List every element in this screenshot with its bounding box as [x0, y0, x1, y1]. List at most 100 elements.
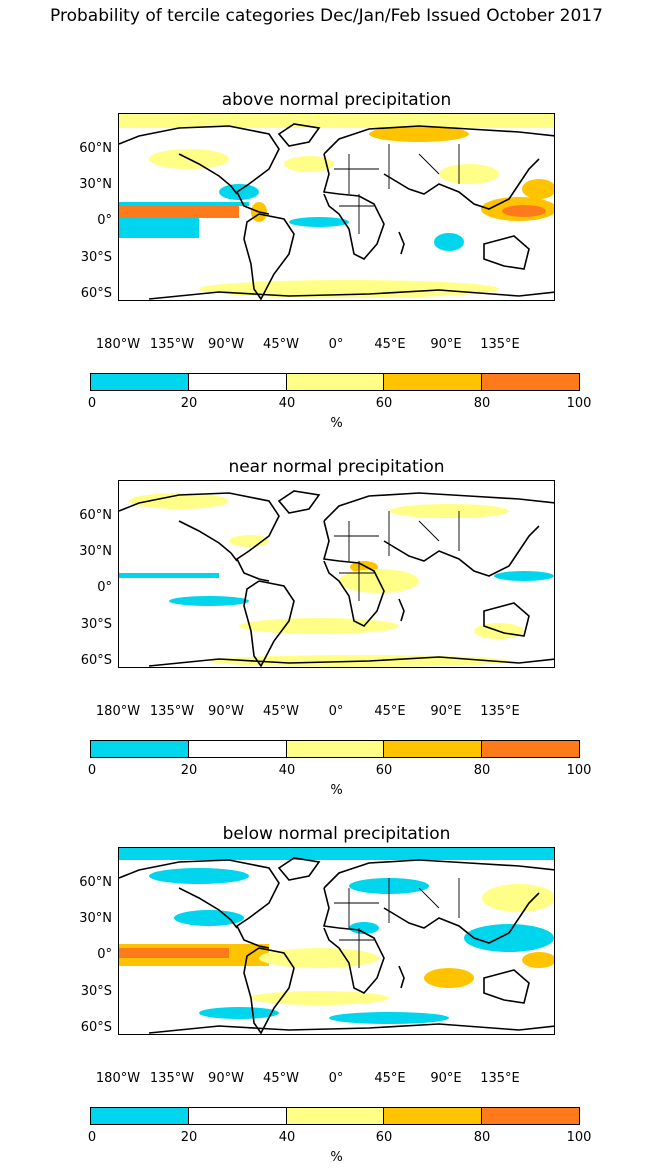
colorbar-bin	[187, 374, 286, 390]
lon-axis: 180°W 135°W 90°W 45°W 0° 45°E 90°E 135°E	[0, 337, 653, 353]
colorbar-tick: 100	[566, 763, 592, 778]
colorbar-ticks: 0 20 40 60 80 100	[0, 1130, 653, 1146]
lon-tick: 45°E	[374, 1071, 406, 1086]
lon-tick: 135°E	[480, 337, 520, 352]
lon-tick: 0°	[328, 704, 344, 719]
lon-tick: 90°W	[208, 704, 244, 719]
lat-tick: 60°S	[80, 653, 112, 668]
lat-tick: 60°N	[79, 141, 112, 156]
lon-tick: 135°W	[149, 704, 195, 719]
lon-tick: 135°E	[480, 704, 520, 719]
colorbar-tick: 80	[473, 396, 491, 411]
colorbar-bin	[187, 1108, 286, 1124]
lat-tick: 0°	[97, 947, 112, 962]
colorbar-tick: 40	[278, 396, 296, 411]
colorbar-bin	[481, 1108, 579, 1124]
lon-tick: 135°W	[149, 337, 195, 352]
colorbar-bin	[91, 374, 188, 390]
map-below-normal	[118, 847, 555, 1035]
lon-tick: 135°E	[480, 1071, 520, 1086]
lat-tick: 30°N	[79, 544, 112, 559]
colorbar-tick: 80	[473, 763, 491, 778]
colorbar	[90, 1107, 580, 1125]
colorbar-bin	[285, 374, 384, 390]
colorbar-unit: %	[330, 783, 343, 798]
colorbar-bin	[383, 741, 482, 757]
lon-tick: 45°W	[263, 337, 299, 352]
colorbar-tick: 40	[278, 1130, 296, 1145]
lat-tick: 30°S	[80, 250, 112, 265]
colorbar-bin	[285, 1108, 384, 1124]
colorbar-tick: 100	[566, 1130, 592, 1145]
colorbar-tick: 0	[87, 396, 97, 411]
colorbar-tick: 100	[566, 396, 592, 411]
probability-field	[119, 848, 554, 1024]
colorbar-tick: 40	[278, 763, 296, 778]
colorbar-tick: 60	[375, 1130, 393, 1145]
colorbar-bin	[481, 741, 579, 757]
colorbar-tick: 20	[180, 1130, 198, 1145]
lon-tick: 45°E	[374, 704, 406, 719]
colorbar-ticks: 0 20 40 60 80 100	[0, 763, 653, 779]
colorbar-bin	[91, 741, 188, 757]
colorbar-tick: 0	[87, 1130, 97, 1145]
colorbar-tick: 20	[180, 396, 198, 411]
colorbar-unit: %	[330, 416, 343, 431]
colorbar-tick: 60	[375, 396, 393, 411]
lat-tick: 60°S	[80, 286, 112, 301]
lat-tick: 30°N	[79, 177, 112, 192]
colorbar	[90, 373, 580, 391]
lon-tick: 45°W	[263, 704, 299, 719]
colorbar-tick: 20	[180, 763, 198, 778]
colorbar-tick: 60	[375, 763, 393, 778]
lon-tick: 90°W	[208, 1071, 244, 1086]
colorbar-tick: 0	[87, 763, 97, 778]
lon-tick: 135°W	[149, 1071, 195, 1086]
probability-field	[119, 493, 554, 667]
figure-title: Probability of tercile categories Dec/Ja…	[50, 6, 603, 26]
coastlines	[119, 857, 554, 1034]
lat-tick: 30°S	[80, 617, 112, 632]
lon-tick: 180°W	[95, 337, 141, 352]
colorbar-bin	[383, 374, 482, 390]
country-borders	[334, 511, 460, 601]
lat-tick: 60°N	[79, 508, 112, 523]
lat-tick: 0°	[97, 213, 112, 228]
map-near-normal	[118, 480, 555, 668]
lat-tick: 30°N	[79, 911, 112, 926]
lon-axis: 180°W 135°W 90°W 45°W 0° 45°E 90°E 135°E	[0, 1071, 653, 1087]
lon-tick: 90°E	[430, 1071, 462, 1086]
country-borders	[334, 878, 460, 968]
lat-tick: 30°S	[80, 984, 112, 999]
lon-tick: 90°W	[208, 337, 244, 352]
lon-tick: 45°E	[374, 337, 406, 352]
colorbar-unit: %	[330, 1150, 343, 1165]
colorbar-bin	[187, 741, 286, 757]
coastlines	[119, 490, 554, 667]
colorbar-bin	[285, 741, 384, 757]
colorbar-bin	[383, 1108, 482, 1124]
coastlines	[119, 123, 554, 300]
country-borders	[334, 144, 460, 234]
lon-tick: 45°W	[263, 1071, 299, 1086]
colorbar-bin	[481, 374, 579, 390]
probability-field	[119, 114, 554, 298]
colorbar-ticks: 0 20 40 60 80 100	[0, 396, 653, 412]
lon-tick: 90°E	[430, 337, 462, 352]
lat-tick: 60°S	[80, 1020, 112, 1035]
lat-tick: 60°N	[79, 875, 112, 890]
lon-tick: 90°E	[430, 704, 462, 719]
lat-tick: 0°	[97, 580, 112, 595]
lon-tick: 180°W	[95, 1071, 141, 1086]
colorbar	[90, 740, 580, 758]
lon-axis: 180°W 135°W 90°W 45°W 0° 45°E 90°E 135°E	[0, 704, 653, 720]
panel-title: below normal precipitation	[222, 824, 451, 844]
lon-tick: 0°	[328, 337, 344, 352]
colorbar-tick: 80	[473, 1130, 491, 1145]
panel-title: near normal precipitation	[228, 457, 445, 477]
lon-tick: 0°	[328, 1071, 344, 1086]
colorbar-bin	[91, 1108, 188, 1124]
panel-title: above normal precipitation	[221, 90, 452, 110]
map-above-normal	[118, 113, 555, 301]
lon-tick: 180°W	[95, 704, 141, 719]
